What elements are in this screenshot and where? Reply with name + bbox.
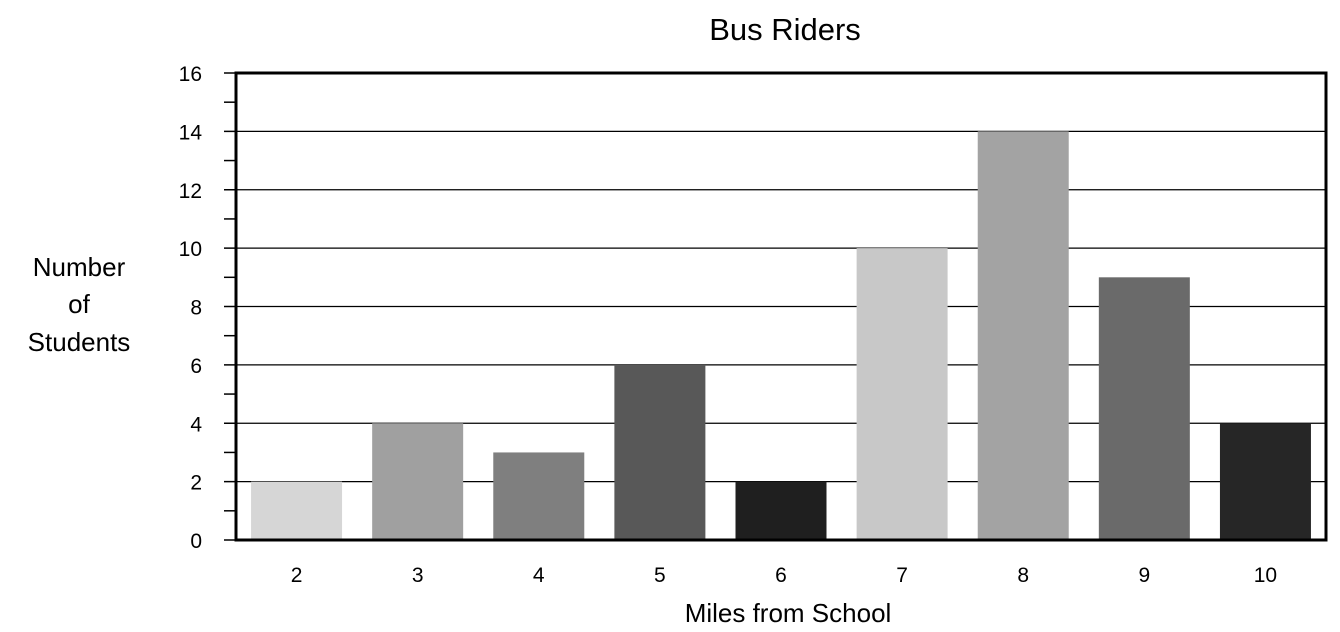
y-tick-label: 8 — [190, 297, 202, 320]
bar — [1098, 277, 1190, 540]
x-tick-label: 9 — [1138, 564, 1150, 587]
x-axis-ticks: 2 3 4 5 6 7 8 9 10 — [291, 564, 1277, 587]
y-tick-label: 2 — [190, 472, 202, 495]
y-tick-label: 4 — [190, 413, 202, 436]
bar — [493, 452, 585, 540]
bar — [614, 364, 706, 540]
y-tick-label: 10 — [179, 238, 202, 261]
x-tick-label: 5 — [654, 564, 666, 587]
y-tick-label: 16 — [179, 63, 202, 86]
y-axis-label-line: Number — [33, 252, 126, 282]
chart-title: Bus Riders — [709, 12, 861, 47]
x-tick-label: 8 — [1017, 564, 1029, 587]
y-axis-label-line: Students — [28, 327, 131, 357]
x-tick-label: 6 — [775, 564, 787, 587]
bar — [251, 481, 343, 540]
x-tick-label: 4 — [533, 564, 545, 587]
x-tick-label: 7 — [896, 564, 908, 587]
y-axis-label: Number of Students — [28, 252, 131, 357]
x-tick-label: 10 — [1254, 564, 1277, 587]
x-tick-label: 2 — [291, 564, 303, 587]
bar — [735, 481, 827, 540]
bar — [977, 131, 1069, 540]
bar — [372, 423, 464, 540]
x-axis-label: Miles from School — [685, 598, 892, 628]
x-tick-label: 3 — [412, 564, 424, 587]
y-tick-label: 14 — [179, 121, 203, 144]
y-axis-ticks: 0 2 4 6 8 10 12 14 16 — [179, 63, 236, 553]
bars — [251, 131, 1311, 540]
y-tick-label: 0 — [190, 530, 202, 553]
bar — [856, 248, 948, 540]
bar — [1219, 423, 1311, 540]
y-tick-label: 6 — [190, 355, 202, 378]
y-axis-label-line: of — [68, 289, 90, 319]
y-tick-label: 12 — [179, 180, 202, 203]
